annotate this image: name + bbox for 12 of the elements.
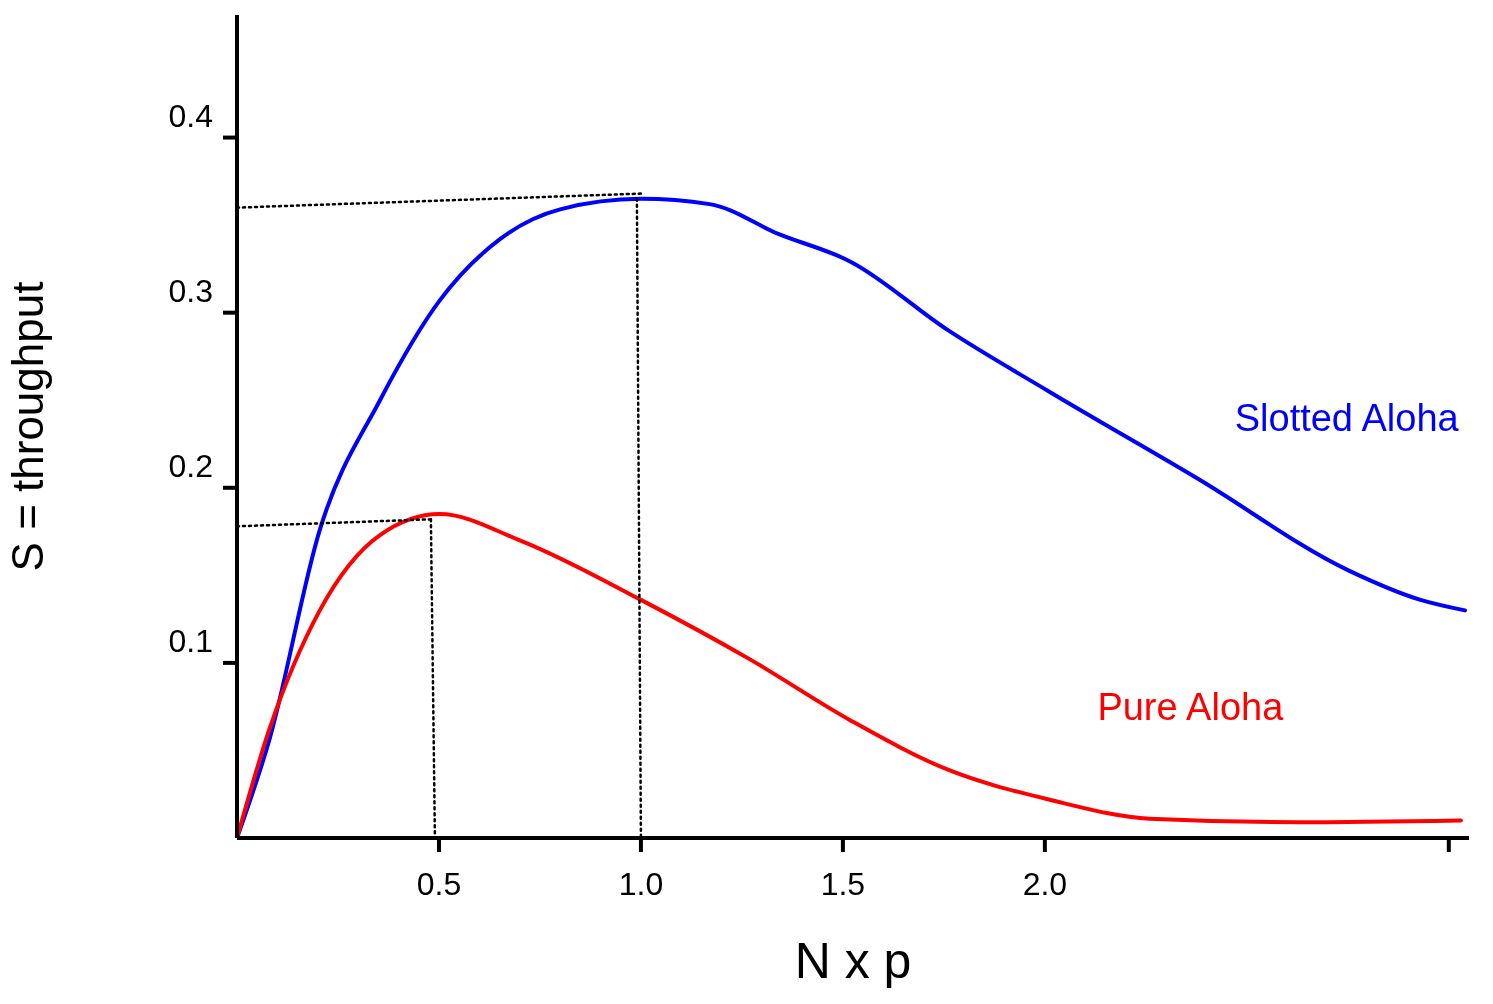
x-tick-label: 0.5	[416, 865, 462, 902]
x-tick-label: 1.0	[618, 865, 664, 902]
x-tick-label: 2.0	[1022, 865, 1068, 902]
x-tick-label: 1.5	[820, 865, 866, 902]
y-tick-label: 0.3	[168, 273, 213, 310]
series-label: Slotted Aloha	[1234, 395, 1459, 440]
y-tick-label: 0.1	[168, 623, 213, 660]
text: Pure Aloha	[1097, 684, 1284, 729]
y-axis-title: S = throughput	[2, 281, 52, 572]
y-tick-label: 0.4	[168, 97, 213, 134]
y-tick-label: 0.2	[168, 448, 213, 485]
x-axis-title: N x p	[794, 933, 912, 989]
